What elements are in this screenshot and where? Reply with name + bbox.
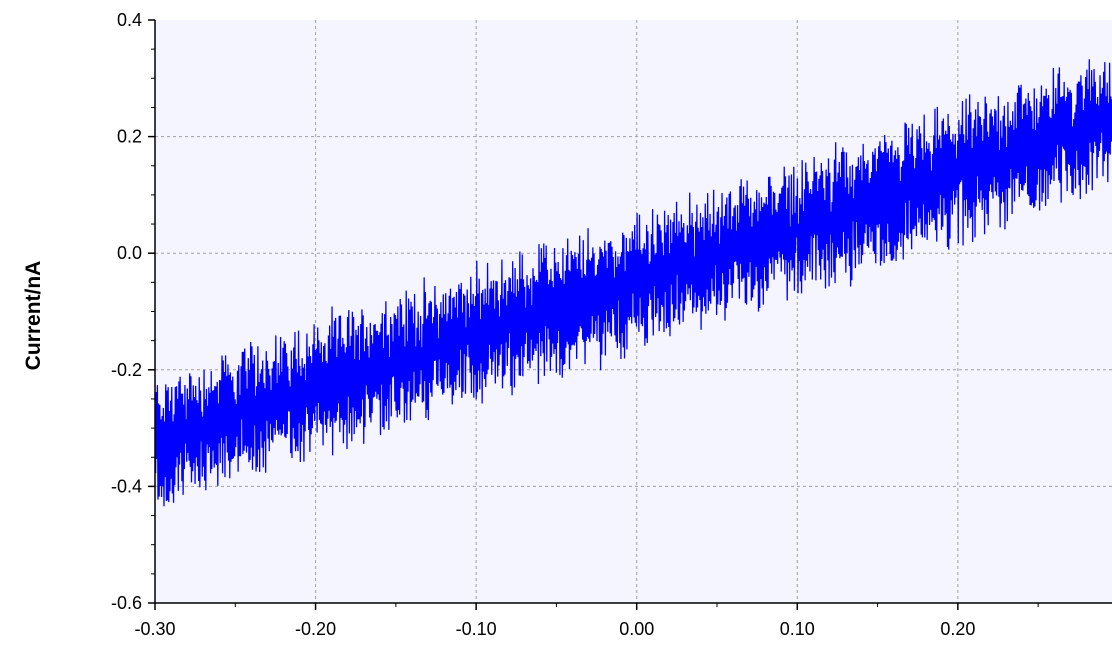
y-axis-label: Current/nA	[22, 261, 45, 371]
series-layer	[155, 59, 1112, 507]
x-tick-label: 0.20	[940, 619, 975, 639]
y-tick-label: -0.4	[111, 476, 142, 496]
y-tick-label: 0.4	[117, 10, 142, 30]
tick-labels: -0.30 -0.20 -0.10 0.00 0.10 0.20 -0.6 -0.4 -0.2 0…	[111, 10, 975, 639]
y-tick-label: 0.0	[117, 243, 142, 263]
y-tick-label: -0.2	[111, 360, 142, 380]
series-line-0	[155, 59, 1112, 507]
x-tick-label: -0.10	[456, 619, 497, 639]
tick-marks	[148, 19, 1039, 610]
x-tick-label: 0.10	[780, 619, 815, 639]
x-tick-label: 0.00	[619, 619, 654, 639]
grid-lines	[155, 20, 1112, 603]
y-tick-label: -0.6	[111, 593, 142, 613]
x-tick-label: -0.20	[295, 619, 336, 639]
x-tick-label: -0.30	[134, 619, 175, 639]
y-tick-label: 0.2	[117, 127, 142, 147]
